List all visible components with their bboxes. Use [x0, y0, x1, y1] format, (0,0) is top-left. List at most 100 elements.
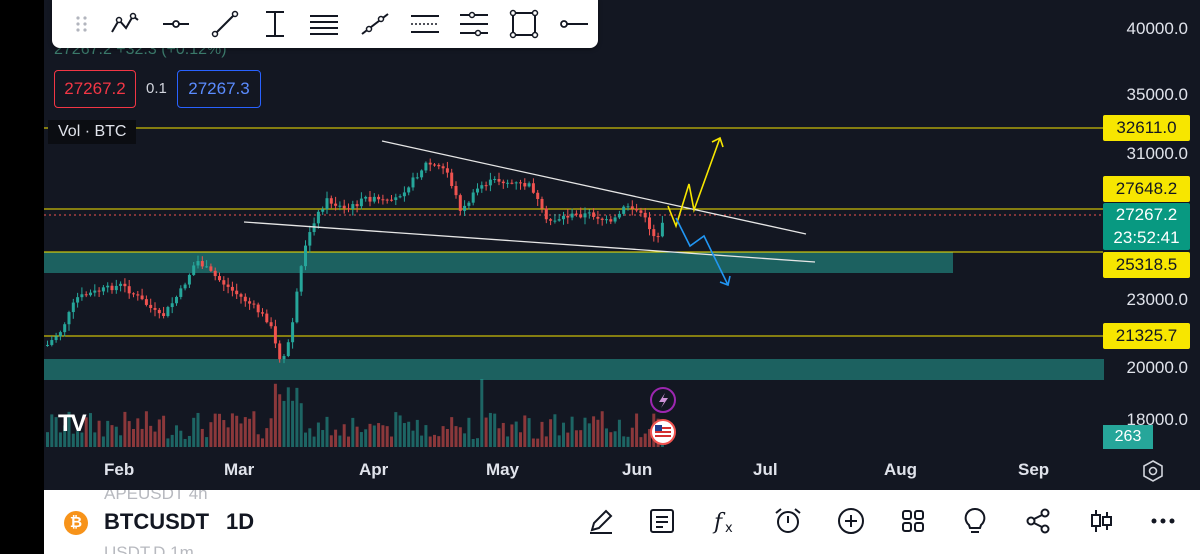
date-range-icon[interactable]	[259, 8, 291, 40]
polyline-icon[interactable]	[109, 8, 141, 40]
candle-body	[58, 332, 62, 337]
candle-body	[476, 188, 479, 193]
volume-bar	[200, 428, 204, 447]
candle-body	[656, 236, 660, 238]
flat-top-bottom-icon[interactable]	[409, 8, 441, 40]
candle-body	[183, 284, 187, 289]
level-badge-27648[interactable]: 27648.2	[1103, 176, 1190, 202]
wedge-upper-trendline[interactable]	[381, 140, 807, 235]
volume-bar	[415, 419, 419, 447]
volume-bar	[321, 430, 325, 447]
volume-bar	[562, 422, 565, 447]
volume-bar	[46, 432, 49, 447]
volume-bar	[441, 426, 445, 447]
level-badge-25318[interactable]: 25318.5	[1103, 252, 1190, 278]
chart-type-icon[interactable]	[1086, 506, 1116, 536]
volume-bar	[549, 419, 553, 447]
bullish-scenario-arrow[interactable]	[667, 137, 721, 229]
more-icon[interactable]	[1148, 506, 1178, 536]
candle-body	[119, 283, 123, 286]
horizontal-ray-icon[interactable]	[160, 8, 192, 40]
candle-body	[278, 343, 282, 360]
ray-icon[interactable]	[558, 8, 590, 40]
candle-body	[80, 294, 84, 298]
symbol-name[interactable]: BTCUSDT	[104, 509, 210, 534]
level-badge-21325[interactable]: 21325.7	[1103, 323, 1190, 349]
draw-icon[interactable]	[586, 506, 616, 536]
candle-body	[299, 266, 303, 292]
flag-stripe-2	[655, 431, 671, 433]
volume-bar	[514, 421, 518, 447]
volume-bar	[519, 432, 522, 447]
volume-bar	[93, 432, 97, 447]
price-axis-label: 18000.0	[1126, 410, 1188, 429]
disjoint-channel-icon[interactable]	[359, 8, 391, 40]
candle-body	[71, 302, 75, 313]
level-badge-32611[interactable]: 32611.0	[1103, 115, 1190, 141]
candle-body	[265, 313, 269, 323]
candle-body	[510, 182, 514, 184]
candle-body	[635, 208, 639, 211]
volume-bar	[643, 433, 647, 447]
volume-bar	[377, 423, 381, 447]
volume-bar	[265, 428, 269, 447]
ideas-icon[interactable]	[960, 506, 990, 536]
buy-button[interactable]: 27267.3	[177, 70, 261, 108]
candle-body	[325, 198, 329, 210]
chart-settings-icon[interactable]	[1141, 459, 1165, 483]
rectangle-icon[interactable]	[508, 8, 540, 40]
bitcoin-icon: ₿	[64, 511, 88, 535]
candle-body	[76, 297, 80, 303]
volume-bar	[239, 423, 243, 447]
candle-body	[523, 183, 527, 187]
candle-body	[514, 182, 518, 184]
volume-bar	[269, 418, 273, 447]
bearish-scenario-arrow[interactable]	[675, 217, 729, 286]
volume-bar	[114, 426, 118, 447]
volume-bar	[54, 417, 58, 447]
candle-body	[527, 183, 531, 187]
candle-body	[291, 322, 295, 343]
add-icon[interactable]	[836, 506, 866, 536]
candle-body	[132, 293, 135, 295]
volume-bar	[329, 435, 333, 447]
candle-body	[553, 220, 557, 222]
time-axis-label: Aug	[884, 460, 918, 479]
candle-body	[488, 179, 492, 186]
volume-bar	[110, 425, 114, 447]
regression-channel-icon[interactable]	[458, 8, 490, 40]
volume-bar	[226, 427, 230, 447]
candle-body	[329, 198, 333, 204]
parallel-channel-icon[interactable]	[308, 8, 340, 40]
wedge-lower-trendline[interactable]	[243, 221, 816, 263]
volume-bar	[286, 387, 290, 447]
time-axis-label: Jun	[622, 460, 653, 479]
candle-body	[93, 290, 97, 293]
volume-bar	[119, 435, 123, 447]
alert-icon[interactable]	[773, 506, 803, 536]
text-note-icon[interactable]	[647, 506, 677, 536]
timeframe-selector[interactable]: 1D	[226, 509, 255, 534]
drag-handle-icon[interactable]	[72, 8, 92, 40]
volume-bar	[484, 417, 488, 447]
lightning-glyph-icon	[659, 393, 668, 408]
trend-line-icon[interactable]	[209, 8, 241, 40]
price-chart[interactable]	[0, 0, 1200, 490]
candle-body	[454, 185, 458, 196]
candle-body	[493, 179, 497, 181]
share-icon[interactable]	[1023, 506, 1053, 536]
sell-button[interactable]: 27267.2	[54, 70, 136, 108]
volume-bar	[140, 428, 144, 447]
volume-bar	[347, 436, 350, 447]
bearish-arrowhead	[719, 275, 731, 287]
indicators-icon[interactable]: f x	[710, 506, 740, 536]
volume-indicator-label[interactable]: Vol · BTC	[48, 120, 137, 144]
candle-body	[355, 204, 359, 207]
volume-bar	[536, 438, 540, 447]
price-axis-label: 20000.0	[1126, 358, 1188, 377]
candle-body	[372, 196, 376, 202]
layouts-icon[interactable]	[898, 506, 928, 536]
candle-body	[248, 301, 252, 304]
volume-bar	[243, 417, 247, 447]
volume-bar	[463, 433, 467, 447]
